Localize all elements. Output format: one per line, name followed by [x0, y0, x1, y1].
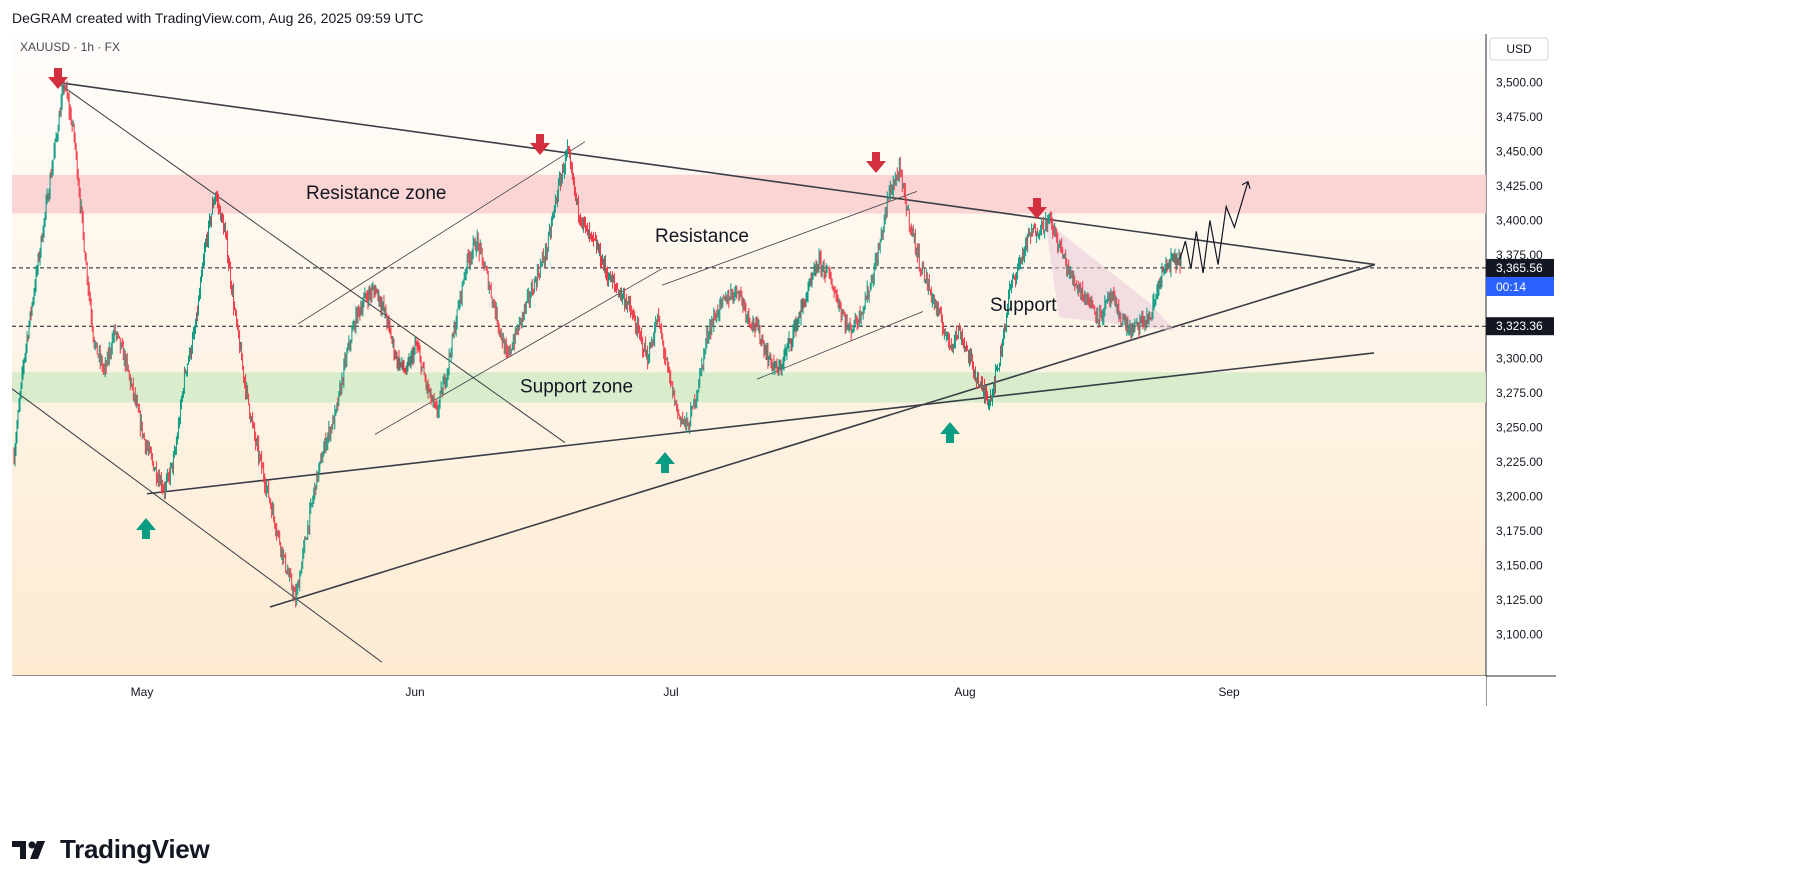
up-arrow-icon	[940, 422, 960, 443]
projection-path	[1179, 181, 1249, 273]
trend-line-4	[56, 81, 566, 444]
y-tick-label: 3,200.00	[1496, 490, 1543, 504]
y-tick-label: 3,425.00	[1496, 179, 1543, 193]
support-zone-label: Support zone	[520, 376, 633, 397]
support-label: Support	[990, 295, 1057, 316]
trend-line-7	[374, 268, 663, 435]
trend-line-5	[12, 388, 383, 663]
x-tick-label: Sep	[1218, 685, 1240, 699]
falling-wedge	[1045, 220, 1175, 331]
chart-svg[interactable]: Resistance zone Resistance Support Support …	[12, 34, 1792, 814]
x-tick-label: Jun	[405, 685, 424, 699]
x-tick-label: Aug	[954, 685, 975, 699]
y-tick-label: 3,250.00	[1496, 420, 1543, 434]
trend-line-8	[661, 191, 918, 286]
down-arrow-icon	[48, 68, 68, 89]
y-tick-label: 3,225.00	[1496, 455, 1543, 469]
y-tick-label: 3,375.00	[1496, 248, 1543, 262]
price-axis[interactable]	[1486, 34, 1556, 676]
down-arrow-icon	[530, 134, 550, 155]
up-arrow-icon	[655, 452, 675, 473]
y-tick-label: 3,175.00	[1496, 524, 1543, 538]
y-tick-label: 3,100.00	[1496, 628, 1543, 642]
time-axis[interactable]	[12, 676, 1486, 706]
level2-price-tag	[1486, 317, 1554, 336]
y-tick-label: 3,275.00	[1496, 386, 1543, 400]
trend-line-2	[269, 263, 1376, 608]
countdown-value: 00:14	[1496, 280, 1526, 294]
up-arrow-icon	[136, 518, 156, 539]
projection-arrowhead	[1241, 180, 1251, 189]
level1-price-value: 3,365.56	[1496, 261, 1543, 275]
down-arrow-icon	[866, 152, 886, 173]
trend-line-6	[297, 141, 586, 325]
y-tick-label: 3,125.00	[1496, 593, 1543, 607]
resistance-zone-label: Resistance zone	[306, 183, 446, 204]
trend-line-1	[56, 81, 1376, 266]
level1-price-tag	[1486, 258, 1554, 277]
y-tick-label: 3,450.00	[1496, 144, 1543, 158]
currency-button[interactable]	[1489, 37, 1549, 61]
support-zone	[12, 372, 1486, 403]
y-tick-label: 3,300.00	[1496, 351, 1543, 365]
down-arrow-icon	[1027, 198, 1047, 219]
level2-price-value: 3,323.36	[1496, 319, 1543, 333]
y-tick-label: 3,400.00	[1496, 213, 1543, 227]
y-tick-label: 3,475.00	[1496, 110, 1543, 124]
footer-brand[interactable]: TradingView	[12, 834, 210, 865]
symbol-label: XAUUSD · 1h · FX	[20, 40, 120, 54]
trend-line-9	[756, 311, 924, 380]
currency-label: USD	[1506, 42, 1532, 56]
price-chart[interactable]: Resistance zone Resistance Support Support …	[12, 34, 1792, 814]
plot-area[interactable]	[12, 34, 1486, 676]
x-tick-label: Jul	[663, 685, 678, 699]
x-tick-label: May	[131, 685, 154, 699]
y-tick-label: 3,500.00	[1496, 75, 1543, 89]
y-tick-label: 3,150.00	[1496, 559, 1543, 573]
trend-line-3	[146, 352, 1375, 495]
resistance-label: Resistance	[655, 226, 749, 247]
tradingview-logo-icon	[12, 840, 45, 859]
brand-name: TradingView	[60, 834, 210, 864]
chart-attribution: DeGRAM created with TradingView.com, Aug…	[12, 10, 424, 26]
